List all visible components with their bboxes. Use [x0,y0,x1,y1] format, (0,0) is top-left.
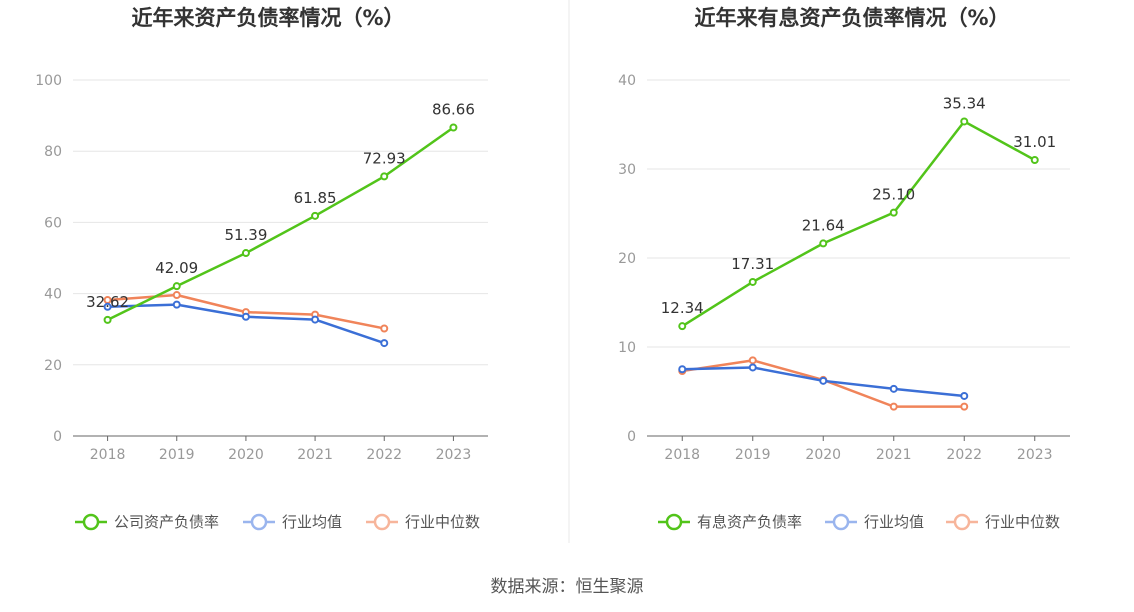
data-point [889,402,898,411]
data-label: 21.64 [802,216,845,234]
data-point [380,172,389,181]
y-tick-label: 0 [627,429,636,445]
legend-marker-dot [665,513,683,531]
legend-marker-dot [373,513,391,531]
x-tick-label: 2020 [805,447,841,463]
data-source: 数据来源：恒生聚源 [491,577,644,597]
chart-title: 近年来有息资产负债率情况（%） [694,6,1009,30]
data-point [678,365,687,374]
x-tick-label: 2022 [366,447,402,463]
data-label: 42.09 [155,259,198,277]
data-point [960,117,969,126]
interest-bearing-debt-ratio-chart: 近年来有息资产负债率情况（%） 0 10 20 30 40 2018 2019 2020 2021… [618,6,1070,531]
series-line-0 [681,120,1036,328]
data-point [103,315,112,324]
data-point [311,315,320,324]
y-tick-label: 80 [44,144,62,160]
data-point [889,384,898,393]
data-point [449,123,458,132]
data-point [819,239,828,248]
data-point [103,302,112,311]
y-tick-label: 60 [44,215,62,231]
data-point [819,376,828,385]
data-point [380,324,389,333]
x-tick-label: 2023 [1017,447,1053,463]
data-point [748,277,757,286]
x-tick-label: 2020 [228,447,264,463]
x-tick-label: 2019 [159,447,195,463]
x-tick-label: 2018 [90,447,126,463]
y-tick-label: 20 [618,251,636,267]
y-tick-label: 100 [35,73,62,89]
legend-marker-dot [250,513,268,531]
data-point [241,249,250,258]
data-label: 35.34 [943,94,986,112]
legend-label: 行业中位数 [985,513,1060,531]
data-point [960,391,969,400]
data-label: 17.31 [731,255,774,273]
x-tick-label: 2021 [297,447,333,463]
x-tick-label: 2023 [436,447,472,463]
y-tick-label: 10 [618,340,636,356]
y-tick-label: 40 [618,73,636,89]
data-point [172,282,181,291]
x-tick-label: 2022 [946,447,982,463]
legend-label: 行业中位数 [405,513,480,531]
legend-label: 公司资产负债率 [114,513,219,531]
x-tick-label: 2018 [664,447,700,463]
y-tick-label: 30 [618,162,636,178]
data-label: 31.01 [1013,133,1056,151]
y-tick-label: 0 [53,429,62,445]
legend-marker-dot [832,513,850,531]
data-point [678,322,687,331]
legend-label: 行业均值 [282,513,342,531]
data-point [889,208,898,217]
chart-title: 近年来资产负债率情况（%） [131,6,404,30]
series-line-0 [107,126,455,321]
data-point [380,339,389,348]
legend-label: 有息资产负债率 [697,513,802,531]
data-label: 72.93 [363,149,406,167]
data-point [172,291,181,300]
y-tick-label: 20 [44,358,62,374]
data-point [1030,156,1039,165]
data-point [748,356,757,365]
data-point [241,312,250,321]
data-point [311,211,320,220]
x-tick-label: 2021 [876,447,912,463]
legend-marker-dot [953,513,971,531]
data-label: 86.66 [432,100,475,118]
legend-label: 行业均值 [864,513,924,531]
data-label: 12.34 [661,299,704,317]
data-point [960,402,969,411]
y-tick-label: 40 [44,287,62,303]
debt-ratio-chart: 近年来资产负债率情况（%） 0 20 40 60 80 100 2018 2019 2020 202… [35,6,488,531]
data-label: 51.39 [224,226,267,244]
data-point [172,300,181,309]
legend-marker-dot [82,513,100,531]
data-point [748,363,757,372]
data-label: 32.62 [86,293,129,311]
data-label: 25.10 [872,186,915,204]
x-tick-label: 2019 [735,447,771,463]
data-label: 61.85 [294,189,337,207]
